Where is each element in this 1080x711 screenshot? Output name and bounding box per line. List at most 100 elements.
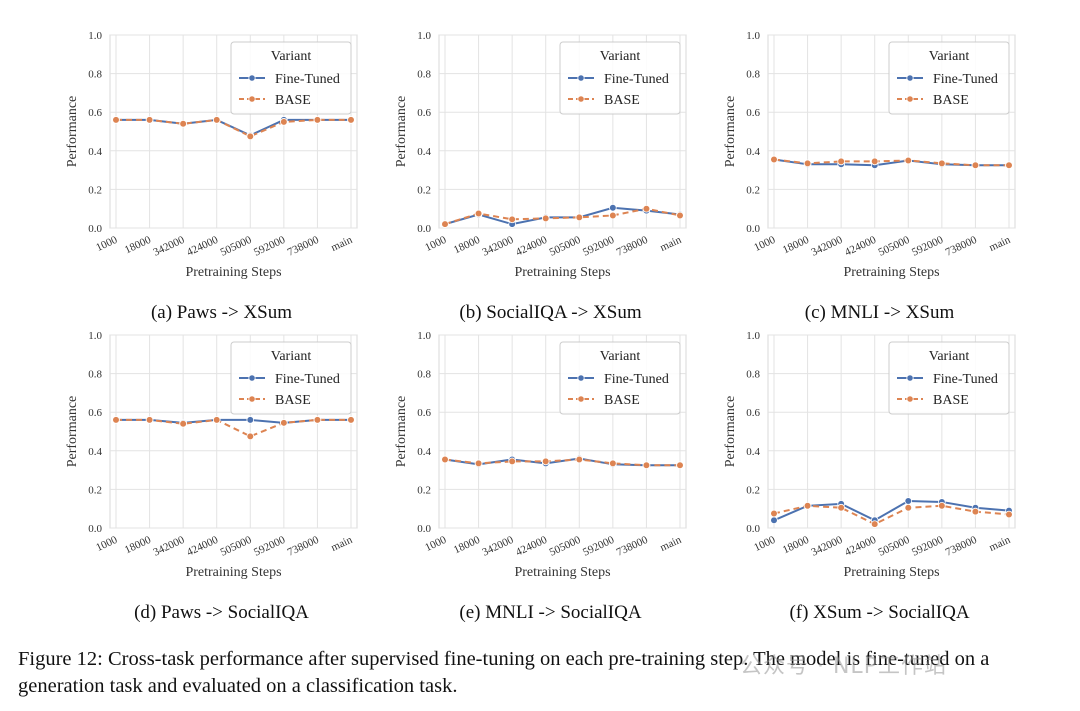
x-tick-label: 1000 <box>752 534 777 554</box>
subfigure-caption: (c) MNLI -> XSum <box>805 302 955 323</box>
x-tick-label: 342000 <box>809 534 844 559</box>
y-tick-label: 0.0 <box>746 223 760 235</box>
x-tick-label: 18000 <box>123 234 153 257</box>
x-tick-label: 342000 <box>151 534 186 559</box>
legend-marker <box>906 74 914 82</box>
y-tick-label: 0.8 <box>746 69 760 81</box>
y-tick-label: 0.8 <box>417 369 431 381</box>
y-tick-label: 1.0 <box>88 30 102 42</box>
x-tick-label: main <box>987 534 1012 554</box>
series-line-base <box>116 118 351 138</box>
y-tick-label: 0.4 <box>417 446 431 458</box>
data-point-base <box>904 503 913 512</box>
data-point-base <box>474 209 483 218</box>
data-point-base <box>676 461 684 470</box>
x-tick-label: 1000 <box>94 234 119 254</box>
x-tick-label: 342000 <box>151 234 186 259</box>
data-point-base <box>112 416 120 424</box>
legend-marker <box>248 95 256 103</box>
series-line-fine-tuned <box>444 457 680 467</box>
legend-box <box>888 341 1010 415</box>
x-tick-label: 18000 <box>123 534 153 557</box>
legend-label: BASE <box>604 393 640 408</box>
x-tick-label: 592000 <box>252 234 287 259</box>
legend-label: BASE <box>275 393 311 408</box>
data-point-base <box>112 116 120 124</box>
data-point-base <box>1005 510 1013 519</box>
x-tick-label: 18000 <box>781 234 811 257</box>
data-point-base <box>676 211 684 220</box>
legend-title: Variant <box>929 349 970 364</box>
data-point-base <box>541 457 550 466</box>
x-tick-label: 342000 <box>809 234 844 259</box>
x-axis-label: Pretraining Steps <box>843 265 939 280</box>
x-tick-label: main <box>658 534 683 554</box>
legend-label: Fine-Tuned <box>275 372 340 387</box>
y-tick-label: 0.2 <box>746 484 760 496</box>
subfigure-caption: (d) Paws -> SocialIQA <box>134 602 309 623</box>
x-tick-label: 505000 <box>548 534 583 559</box>
data-point-base <box>609 211 617 220</box>
legend-title: Variant <box>271 49 312 64</box>
legend-box <box>230 41 352 115</box>
data-point-base <box>541 214 550 223</box>
x-axis-label: Pretraining Steps <box>514 565 610 580</box>
x-tick-label: 424000 <box>185 534 220 559</box>
legend-title: Variant <box>600 49 641 64</box>
figure-caption: Figure 12: Cross-task performance after … <box>18 648 990 697</box>
data-point-base <box>508 215 516 224</box>
y-tick-label: 0.2 <box>88 484 102 496</box>
legend-label: Fine-Tuned <box>604 372 669 387</box>
y-tick-label: 0.8 <box>88 69 102 81</box>
x-tick-label: 424000 <box>843 234 878 259</box>
legend-label: BASE <box>604 93 640 108</box>
y-tick-label: 0.2 <box>417 184 431 196</box>
y-tick-label: 0.0 <box>88 523 102 535</box>
y-axis-label: Performance <box>394 96 409 168</box>
x-tick-label: 1000 <box>423 534 448 554</box>
y-tick-label: 0.2 <box>746 184 760 196</box>
y-tick-label: 0.6 <box>746 407 760 419</box>
data-point-base <box>938 502 946 510</box>
legend-label: Fine-Tuned <box>933 72 998 87</box>
data-point-base <box>179 119 187 128</box>
series-line-fine-tuned <box>773 158 1009 167</box>
x-tick-label: 738000 <box>286 534 321 559</box>
x-tick-label: 424000 <box>514 534 549 559</box>
series-line-base <box>444 207 681 226</box>
data-point-base <box>971 507 980 516</box>
data-point-base <box>803 159 812 168</box>
y-tick-label: 0.4 <box>88 146 102 158</box>
y-tick-label: 0.0 <box>417 223 431 235</box>
data-point-base <box>803 502 812 510</box>
y-tick-label: 0.0 <box>746 523 760 535</box>
x-axis-label: Pretraining Steps <box>514 265 610 280</box>
y-tick-label: 0.8 <box>746 369 760 381</box>
data-point-base <box>347 116 355 124</box>
x-tick-label: 1000 <box>423 234 448 254</box>
y-tick-label: 0.4 <box>746 446 760 458</box>
data-point-base <box>837 157 845 166</box>
data-point-base <box>212 116 221 124</box>
y-tick-label: 0.8 <box>417 69 431 81</box>
data-point-base <box>280 118 288 126</box>
x-tick-label: 342000 <box>480 534 515 559</box>
data-point-base <box>938 159 946 168</box>
x-tick-label: 738000 <box>615 534 650 559</box>
legend-title: Variant <box>271 349 312 364</box>
x-tick-label: 592000 <box>252 534 287 559</box>
x-tick-label: 592000 <box>910 234 945 259</box>
x-tick-label: 424000 <box>514 234 549 259</box>
x-tick-label: 1000 <box>94 534 119 554</box>
y-tick-label: 1.0 <box>417 30 431 42</box>
y-tick-label: 1.0 <box>88 330 102 342</box>
legend-marker <box>577 95 585 103</box>
data-point-base <box>971 161 980 170</box>
y-axis-label: Performance <box>723 396 738 468</box>
data-point-base <box>642 204 651 213</box>
legend-marker <box>577 74 585 82</box>
